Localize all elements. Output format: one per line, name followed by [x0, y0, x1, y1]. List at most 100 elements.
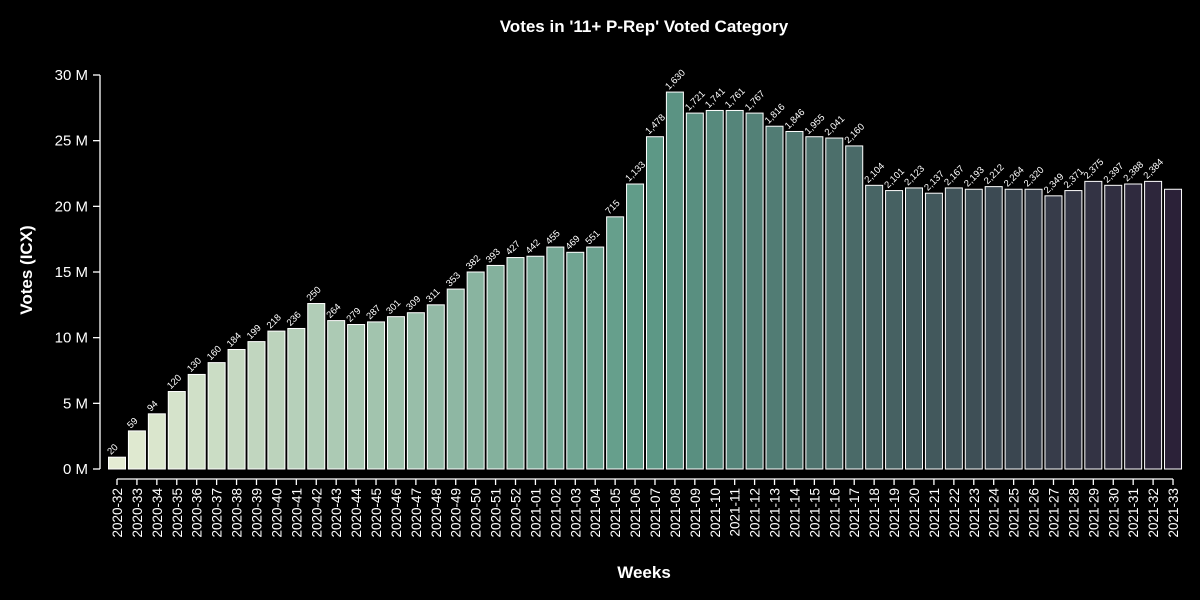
- bar: [506, 257, 525, 470]
- bar: [1084, 180, 1103, 470]
- x-tick-label: 2020-38: [230, 488, 245, 538]
- bar: [167, 391, 186, 470]
- bar-value-label: 353: [444, 270, 463, 289]
- bar-value-label: 393: [484, 247, 503, 266]
- x-tick-label: 2021-08: [668, 488, 683, 538]
- x-tick-label: 2021-17: [847, 488, 862, 538]
- x-tick-label: 2020-45: [369, 488, 384, 538]
- bar-value-label: 59: [125, 416, 140, 431]
- x-tick-label: 2021-21: [927, 488, 942, 538]
- bar-value-label: 2,384: [1141, 157, 1166, 182]
- bar-value-label: 2,371: [1062, 166, 1087, 191]
- bar-value-label: 551: [584, 228, 603, 247]
- y-tick-label: 0 M: [63, 461, 88, 478]
- bar-value-label: 236: [285, 310, 304, 329]
- x-tick-label: 2021-02: [548, 488, 563, 538]
- x-tick-label: 2020-48: [429, 488, 444, 538]
- bar: [865, 184, 884, 470]
- bar: [187, 373, 206, 470]
- bar-value-label: 1,630: [663, 68, 688, 93]
- x-axis-label: Weeks: [617, 563, 671, 582]
- x-tick-label: 2020-50: [469, 488, 484, 538]
- x-tick-label: 2020-49: [449, 488, 464, 538]
- x-tick-label: 2021-11: [728, 488, 743, 537]
- bar: [586, 246, 605, 470]
- x-tick-label: 2021-09: [688, 488, 703, 538]
- x-tick-label: 2020-32: [110, 488, 125, 538]
- bar: [327, 320, 346, 470]
- x-tick-label: 2021-06: [628, 488, 643, 538]
- bar-value-label: 160: [205, 344, 224, 363]
- x-tick-label: 2021-13: [768, 488, 783, 538]
- bar-value-label: 2,264: [1002, 165, 1027, 190]
- bar-value-label: 287: [364, 303, 383, 322]
- bar: [1104, 184, 1123, 470]
- bar: [546, 246, 565, 470]
- x-tick-label: 2021-19: [887, 488, 902, 538]
- x-tick-label: 2020-36: [190, 488, 205, 538]
- bar: [745, 112, 764, 470]
- x-tick-label: 2020-40: [269, 488, 284, 538]
- x-tick-label: 2020-42: [309, 488, 324, 538]
- bar: [964, 188, 983, 470]
- x-tick-label: 2021-07: [648, 488, 663, 538]
- bar-value-label: 2,167: [942, 163, 967, 188]
- bar: [685, 112, 704, 470]
- bar: [127, 430, 146, 470]
- bar-value-label: 715: [603, 198, 622, 217]
- x-tick-label: 2021-22: [947, 488, 962, 538]
- bar-value-label: 309: [404, 294, 423, 313]
- x-tick-label: 2021-01: [528, 488, 543, 538]
- bar: [1164, 188, 1183, 470]
- x-tick-label: 2020-47: [409, 488, 424, 538]
- bar: [307, 303, 326, 470]
- x-tick-label: 2020-43: [329, 488, 344, 538]
- bar: [665, 91, 684, 470]
- chart-title: Votes in '11+ P-Rep' Voted Category: [500, 17, 789, 36]
- bar-value-label: 1,478: [643, 112, 668, 137]
- bar: [406, 312, 425, 470]
- x-tick-label: 2021-16: [827, 488, 842, 538]
- bar-value-label: 1,133: [623, 160, 648, 185]
- x-tick-label: 2021-18: [867, 488, 882, 538]
- bar-value-label: 1,767: [743, 89, 768, 114]
- x-tick-label: 2021-27: [1046, 488, 1061, 538]
- x-tick-label: 2021-26: [1027, 488, 1042, 538]
- bar: [227, 348, 246, 470]
- bar: [924, 192, 943, 470]
- bar: [825, 137, 844, 470]
- x-tick-label: 2020-37: [210, 488, 225, 538]
- bar: [367, 321, 386, 470]
- bar-value-label: 250: [305, 285, 324, 304]
- bar: [785, 130, 804, 470]
- bar-value-label: 382: [464, 253, 483, 272]
- x-tick-label: 2021-12: [748, 488, 763, 538]
- bar: [645, 136, 664, 470]
- x-tick-label: 2020-44: [349, 488, 364, 538]
- bar: [566, 251, 585, 470]
- bar: [765, 125, 784, 470]
- y-tick-label: 5 M: [63, 395, 88, 412]
- bar-value-label: 120: [165, 373, 184, 392]
- bar-value-label: 2,320: [1022, 165, 1047, 190]
- x-ticks: 2020-32 2020-33 2020-34 2020-35 2020-36 2020-…: [110, 479, 1181, 538]
- bar: [486, 264, 505, 470]
- bar-value-label: 2,041: [823, 114, 848, 139]
- x-tick-label: 2020-52: [509, 488, 524, 538]
- bar-value-label: 301: [384, 298, 403, 317]
- bar: [1144, 180, 1163, 470]
- bar-value-label: 455: [544, 228, 563, 247]
- bar: [108, 456, 126, 470]
- bar-value-label: 1,955: [803, 112, 828, 137]
- bar-value-label: 199: [245, 323, 264, 342]
- bar: [446, 288, 465, 470]
- x-tick-label: 2021-14: [787, 488, 802, 538]
- bar: [247, 341, 266, 470]
- bar: [347, 324, 366, 470]
- y-axis-label: Votes (ICX): [17, 225, 36, 314]
- x-tick-label: 2021-04: [588, 488, 603, 538]
- bar-value-label: 2,160: [843, 121, 868, 146]
- x-tick-label: 2021-29: [1086, 488, 1101, 538]
- y-tick-label: 30 M: [55, 67, 88, 84]
